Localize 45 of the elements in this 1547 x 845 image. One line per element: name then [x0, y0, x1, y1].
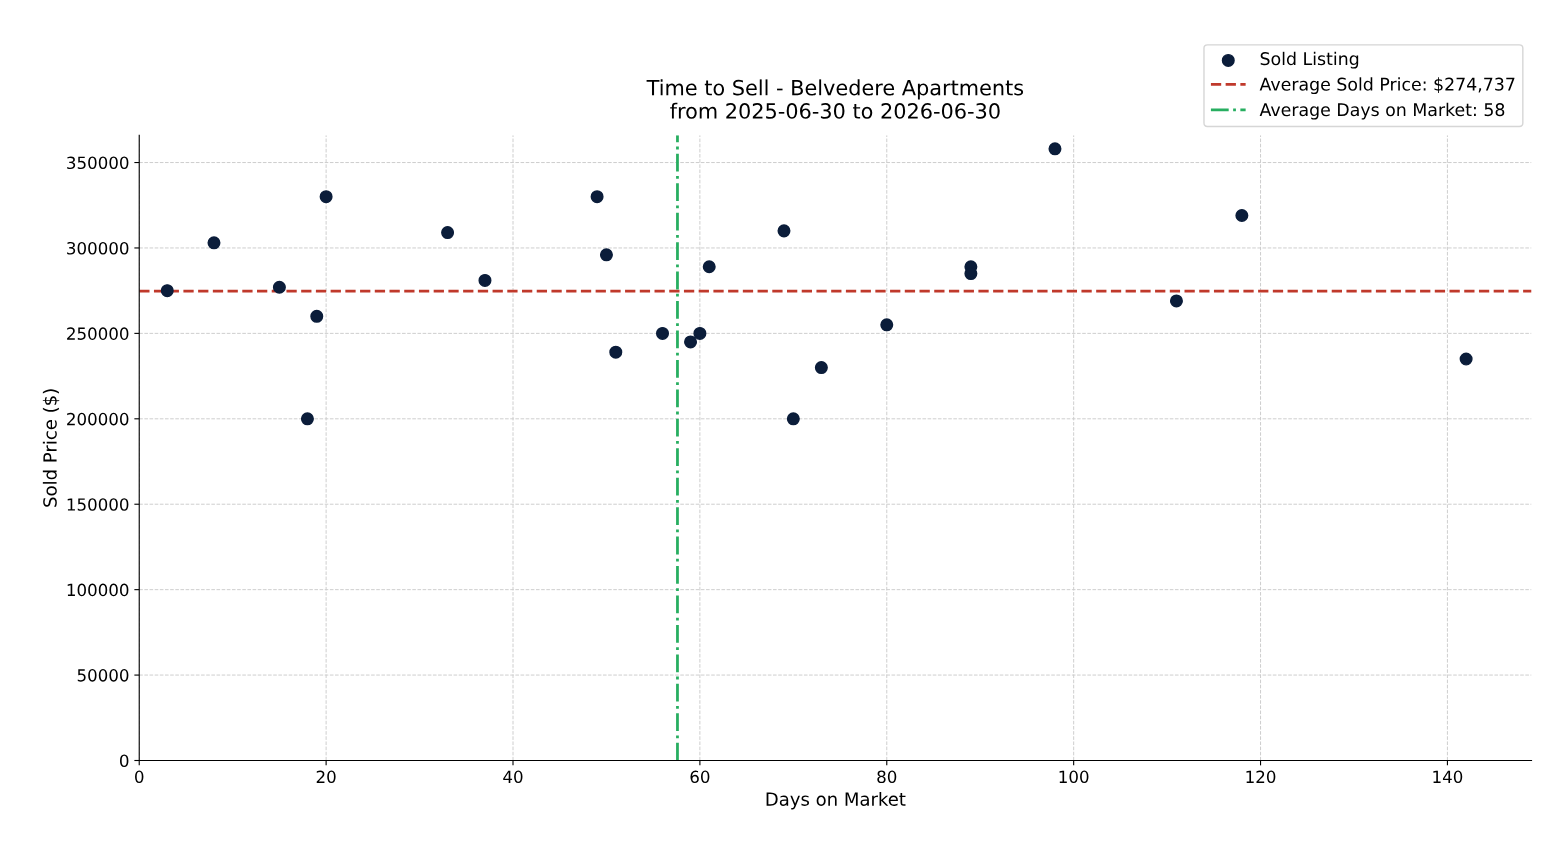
point: [1459, 352, 1473, 366]
point: [814, 361, 828, 375]
point: [310, 309, 324, 323]
x-tick-label: 120: [1246, 770, 1276, 784]
point: [207, 236, 221, 250]
point: [609, 345, 623, 359]
x-tick-label: 0: [135, 770, 144, 784]
x-tick-label: 100: [1059, 770, 1089, 784]
point: [1235, 208, 1249, 223]
legend-label: Sold Listing: [1260, 51, 1359, 69]
y-tick-label: 0: [120, 754, 129, 768]
y-tick-label: 200000: [67, 412, 129, 426]
y-tick-label: 150000: [67, 498, 129, 511]
y-tick-label: 50000: [77, 669, 129, 682]
legend-label: Average Sold Price: $274,737: [1259, 77, 1515, 95]
x-tick-label: 80: [877, 770, 897, 784]
point: [478, 273, 492, 287]
y-tick-label: 300000: [67, 241, 129, 255]
chart-title: Time to Sell - Belvedere Apartments from 2025-06-30 to 2026-06-30: [646, 79, 1024, 119]
x-axis-title: Days on Market: [766, 791, 906, 810]
y-tick-label: 100000: [67, 583, 129, 597]
point: [1169, 294, 1183, 308]
x-tick-label: 20: [316, 770, 336, 784]
point: [590, 190, 604, 204]
point: [693, 326, 707, 340]
y-tick-label: 250000: [67, 327, 129, 340]
point: [441, 226, 455, 240]
y-tick-label: 350000: [67, 156, 129, 170]
point: [272, 280, 286, 294]
point: [319, 190, 333, 204]
point: [684, 335, 698, 349]
x-tick-label: 40: [503, 770, 523, 784]
y-axis-title: Sold Price ($): [42, 389, 60, 507]
point: [656, 326, 670, 340]
point: [599, 248, 613, 262]
x-tick-label: 140: [1433, 770, 1463, 784]
point: [777, 224, 791, 238]
point: [702, 260, 716, 274]
point: [300, 412, 314, 426]
legend-label: Average Days on Market: 58: [1259, 102, 1505, 120]
point: [160, 284, 174, 298]
point: [786, 412, 800, 426]
x-tick-label: 60: [690, 770, 710, 784]
point: [880, 318, 894, 332]
point: [1048, 142, 1062, 156]
